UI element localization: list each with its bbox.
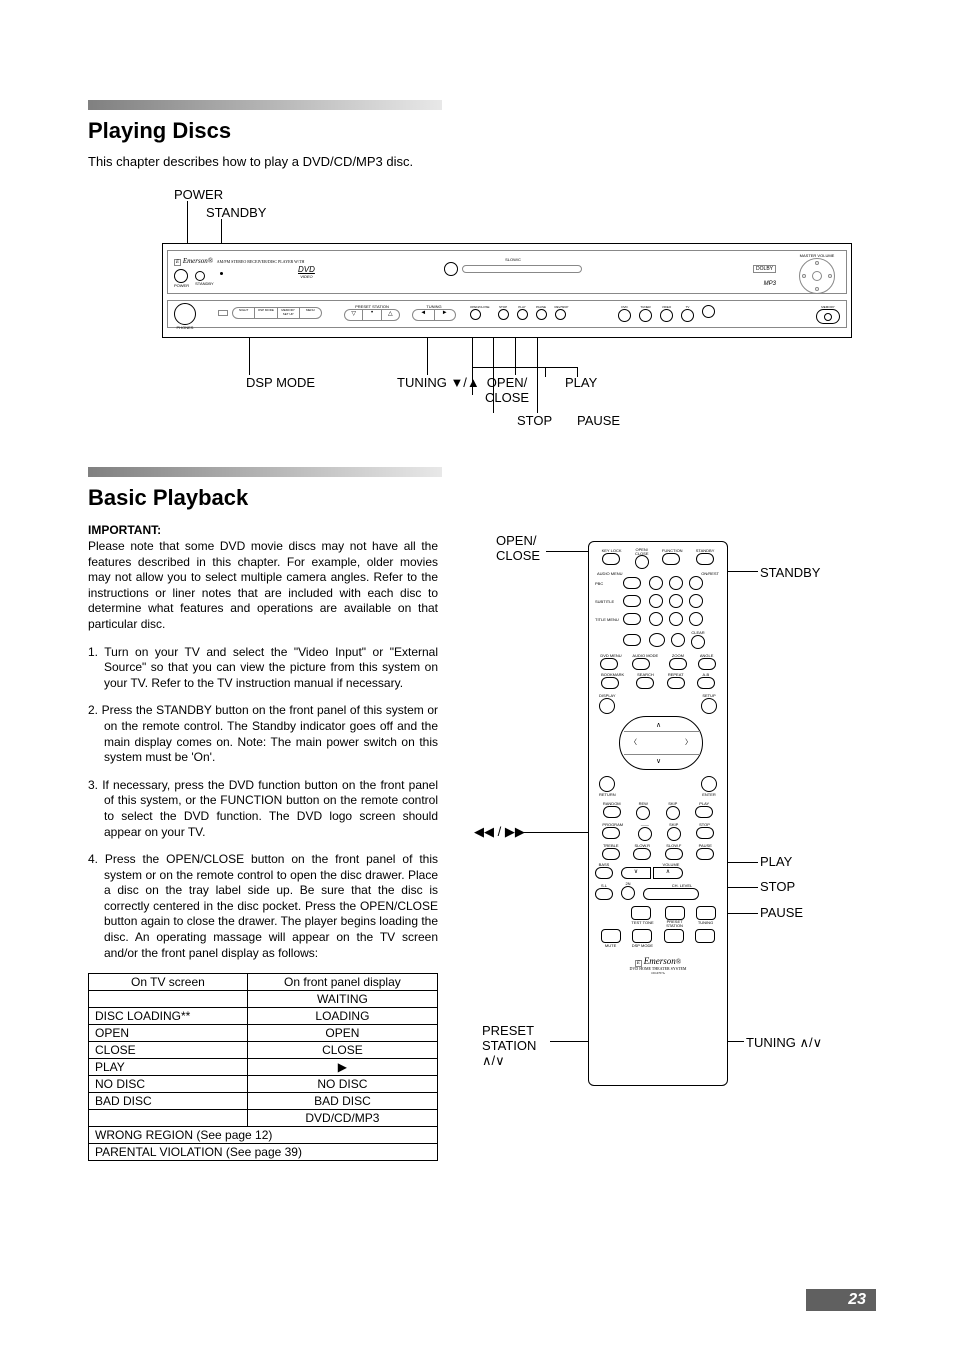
basic-playback-title: Basic Playback (88, 485, 866, 511)
step-2: 2. Press the STANDBY button on the front… (88, 703, 438, 765)
front-panel-diagram: POWER STANDBY E Emerson® AM/FM STEREO RE… (127, 187, 827, 437)
remote-label-open-close: OPEN/ CLOSE (496, 533, 540, 563)
remote-brand: Emerson (644, 956, 676, 966)
remote-label-skip: ◀◀ / ▶▶ (474, 824, 525, 840)
front-panel-box: E Emerson® AM/FM STEREO RECEIVER/DISC PL… (162, 243, 852, 338)
label-pause: PAUSE (577, 413, 620, 428)
right-column: OPEN/ CLOSE STANDBY ◀◀ / ▶▶ PLAY STOP PA… (478, 521, 866, 1161)
intro-text: This chapter describes how to play a DVD… (88, 154, 866, 169)
step-3: 3. If necessary, press the DVD function … (88, 778, 438, 840)
remote-label-play: PLAY (760, 854, 792, 869)
table-header-panel: On front panel display (247, 974, 437, 991)
step-1: 1. Turn on your TV and select the "Video… (88, 645, 438, 692)
remote-label-stop: STOP (760, 879, 795, 894)
section-divider-2 (88, 467, 442, 477)
table-header-tv: On TV screen (89, 974, 248, 991)
section-divider (88, 100, 442, 110)
remote-label-preset-station: PRESET STATION ∧/∨ (482, 1023, 536, 1069)
playing-discs-title: Playing Discs (88, 118, 866, 144)
label-power: POWER (174, 187, 223, 202)
label-stop: STOP (517, 413, 552, 428)
step-4: 4. Press the OPEN/CLOSE button on the fr… (88, 852, 438, 961)
remote-body: KEY LOCK OPEN/ CLOSE FUNCTION STANDBY AU… (588, 541, 728, 1086)
remote-label-standby: STANDBY (760, 565, 820, 580)
page-number: 23 (806, 1289, 876, 1311)
label-tuning: TUNING ▼/▲ (397, 375, 480, 390)
important-text: Please note that some DVD movie discs ma… (88, 539, 438, 633)
label-play: PLAY (565, 375, 597, 390)
status-table: On TV screen On front panel display WAIT… (88, 973, 438, 1161)
brand-name: Emerson (183, 257, 208, 265)
step-list: 1. Turn on your TV and select the "Video… (88, 645, 438, 962)
label-dsp-mode: DSP MODE (246, 375, 315, 390)
important-label: IMPORTANT: (88, 523, 161, 537)
label-open-close: OPEN/ CLOSE (485, 375, 529, 405)
left-column: IMPORTANT: Please note that some DVD mov… (88, 521, 438, 1161)
remote-label-tuning: TUNING ∧/∨ (746, 1035, 822, 1051)
label-standby: STANDBY (206, 205, 266, 220)
remote-label-pause: PAUSE (760, 905, 803, 920)
remote-diagram: OPEN/ CLOSE STANDBY ◀◀ / ▶▶ PLAY STOP PA… (478, 521, 858, 1111)
